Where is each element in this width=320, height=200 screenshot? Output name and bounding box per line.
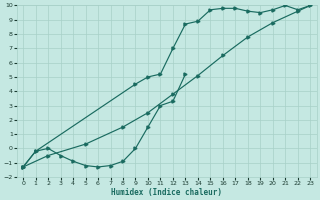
X-axis label: Humidex (Indice chaleur): Humidex (Indice chaleur)	[111, 188, 222, 197]
